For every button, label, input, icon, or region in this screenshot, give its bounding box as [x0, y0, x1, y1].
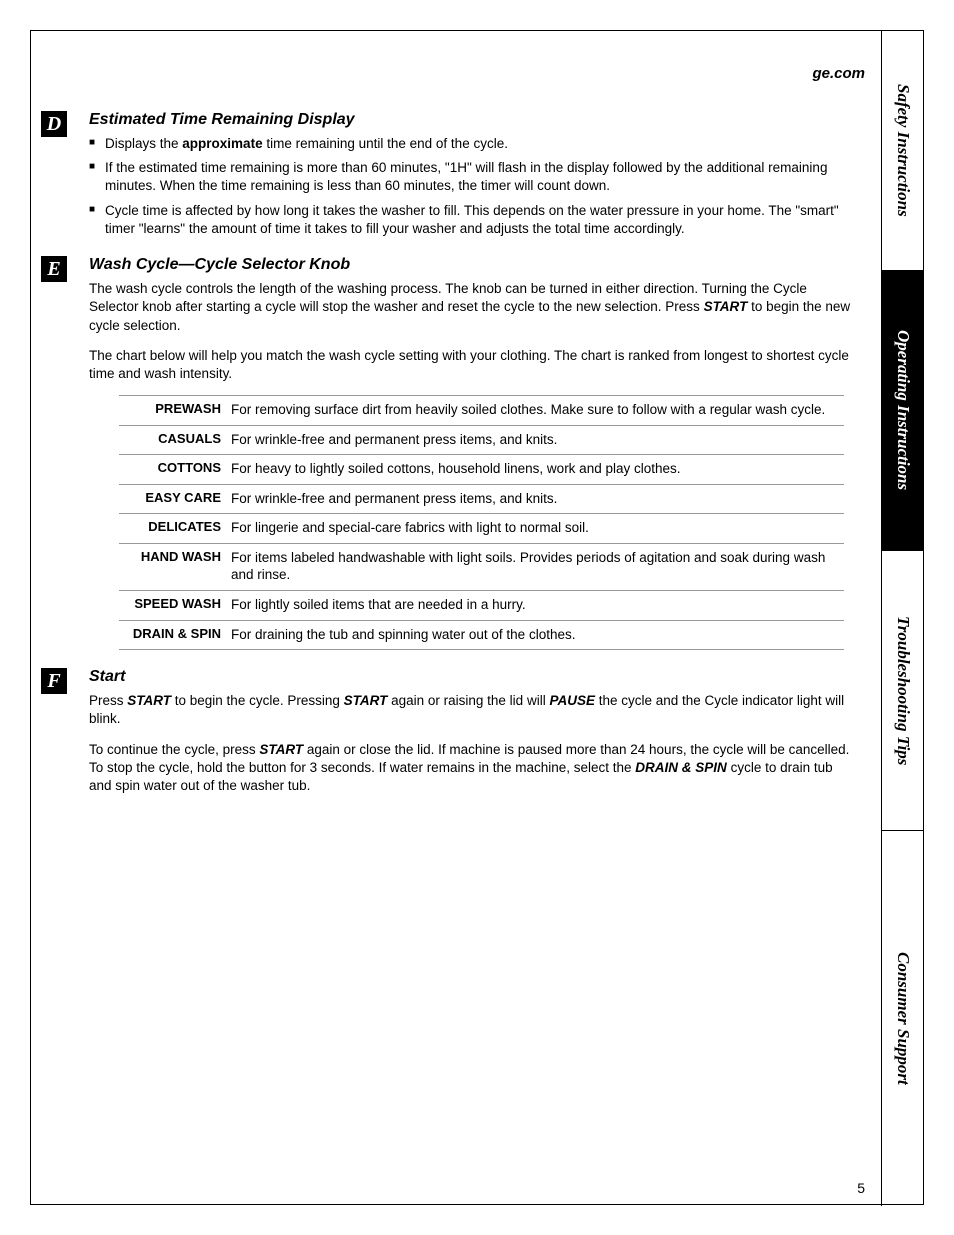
page-frame: ge.com D Estimated Time Remaining Displa… — [30, 30, 924, 1205]
bold-text: DRAIN & SPIN — [635, 760, 727, 775]
bold-text: START — [259, 742, 303, 757]
cycle-desc: For removing surface dirt from heavily s… — [231, 401, 844, 419]
bold-text: START — [704, 299, 748, 314]
page-number: 5 — [857, 1180, 865, 1196]
side-tab[interactable]: Safety Instructions — [882, 31, 924, 271]
section-d-title: Estimated Time Remaining Display — [89, 111, 851, 129]
text: The wash cycle controls the length of th… — [89, 281, 807, 314]
cycle-desc: For wrinkle-free and permanent press ite… — [231, 431, 844, 449]
cycle-name: COTTONS — [119, 460, 231, 478]
text: Displays the — [105, 136, 182, 151]
cycle-name: PREWASH — [119, 401, 231, 419]
cycle-row: DELICATESFor lingerie and special-care f… — [119, 514, 844, 544]
text: Press — [89, 693, 127, 708]
side-tab[interactable]: Consumer Support — [882, 831, 924, 1206]
text: again or raising the lid will — [387, 693, 549, 708]
section-e-para2: The chart below will help you match the … — [89, 347, 851, 383]
section-f-para2: To continue the cycle, press START again… — [89, 741, 851, 796]
cycle-row: EASY CAREFor wrinkle-free and permanent … — [119, 485, 844, 515]
text: time remaining until the end of the cycl… — [263, 136, 508, 151]
cycle-row: CASUALSFor wrinkle-free and permanent pr… — [119, 426, 844, 456]
cycle-name: DELICATES — [119, 519, 231, 537]
cycle-row: SPEED WASHFor lightly soiled items that … — [119, 591, 844, 621]
letter-box-f: F — [41, 668, 67, 694]
cycle-desc: For lingerie and special-care fabrics wi… — [231, 519, 844, 537]
cycle-row: COTTONSFor heavy to lightly soiled cotto… — [119, 455, 844, 485]
section-f-para1: Press START to begin the cycle. Pressing… — [89, 692, 851, 728]
section-d-bullets: Displays the approximate time remaining … — [89, 135, 851, 238]
letter-box-e: E — [41, 256, 67, 282]
cycle-name: HAND WASH — [119, 549, 231, 584]
bold-text: PAUSE — [549, 693, 595, 708]
section-d: D Estimated Time Remaining Display Displ… — [41, 111, 851, 238]
bullet-item: Displays the approximate time remaining … — [89, 135, 851, 153]
side-tab[interactable]: Operating Instructions — [882, 271, 924, 551]
text: to begin the cycle. Pressing — [171, 693, 344, 708]
cycle-row: HAND WASHFor items labeled handwashable … — [119, 544, 844, 591]
cycle-name: DRAIN & SPIN — [119, 626, 231, 644]
cycle-row: DRAIN & SPINFor draining the tub and spi… — [119, 621, 844, 651]
bold-text: approximate — [182, 136, 262, 151]
header-url: ge.com — [812, 65, 865, 82]
cycle-desc: For lightly soiled items that are needed… — [231, 596, 844, 614]
cycle-table: PREWASHFor removing surface dirt from he… — [119, 395, 844, 650]
bold-text: START — [344, 693, 388, 708]
side-tabs: Safety InstructionsOperating Instruction… — [881, 31, 923, 1206]
cycle-desc: For draining the tub and spinning water … — [231, 626, 844, 644]
section-f: F Start Press START to begin the cycle. … — [41, 668, 851, 795]
section-e: E Wash Cycle—Cycle Selector Knob The was… — [41, 256, 851, 650]
main-content: D Estimated Time Remaining Display Displ… — [41, 111, 851, 813]
section-e-title: Wash Cycle—Cycle Selector Knob — [89, 256, 851, 274]
text: To continue the cycle, press — [89, 742, 259, 757]
cycle-name: EASY CARE — [119, 490, 231, 508]
letter-box-d: D — [41, 111, 67, 137]
cycle-name: CASUALS — [119, 431, 231, 449]
bold-text: START — [127, 693, 171, 708]
cycle-name: SPEED WASH — [119, 596, 231, 614]
section-f-title: Start — [89, 668, 851, 686]
cycle-desc: For items labeled handwashable with ligh… — [231, 549, 844, 584]
cycle-row: PREWASHFor removing surface dirt from he… — [119, 395, 844, 426]
bullet-item: Cycle time is affected by how long it ta… — [89, 202, 851, 238]
cycle-desc: For wrinkle-free and permanent press ite… — [231, 490, 844, 508]
cycle-desc: For heavy to lightly soiled cottons, hou… — [231, 460, 844, 478]
section-e-para1: The wash cycle controls the length of th… — [89, 280, 851, 335]
side-tab[interactable]: Troubleshooting Tips — [882, 551, 924, 831]
bullet-item: If the estimated time remaining is more … — [89, 159, 851, 195]
